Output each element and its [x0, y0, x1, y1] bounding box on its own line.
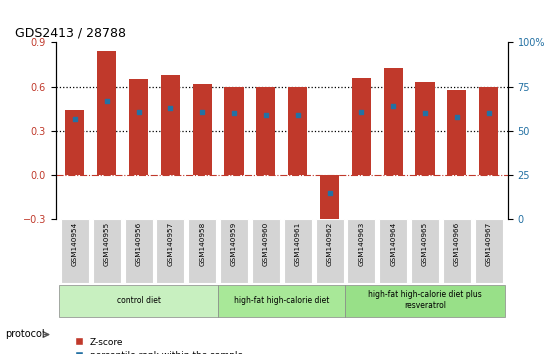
- Bar: [252, 219, 280, 283]
- Text: GSM140957: GSM140957: [167, 221, 174, 266]
- Bar: [283, 219, 312, 283]
- Bar: [218, 285, 345, 317]
- Bar: [345, 285, 504, 317]
- Text: GDS2413 / 28788: GDS2413 / 28788: [15, 27, 126, 40]
- Bar: [443, 219, 471, 283]
- Text: protocol: protocol: [6, 329, 45, 339]
- Bar: [61, 219, 89, 283]
- Text: GSM140958: GSM140958: [199, 221, 205, 266]
- Point: [198, 109, 206, 114]
- Bar: [379, 219, 407, 283]
- Text: GSM140961: GSM140961: [295, 221, 301, 266]
- Bar: [348, 219, 376, 283]
- Text: GSM140966: GSM140966: [454, 221, 460, 266]
- Text: GSM140962: GSM140962: [326, 221, 333, 266]
- Point: [389, 103, 398, 109]
- Bar: [352, 78, 371, 175]
- Bar: [256, 87, 276, 175]
- Bar: [475, 219, 503, 283]
- Bar: [411, 219, 439, 283]
- Bar: [124, 219, 152, 283]
- Bar: [93, 219, 121, 283]
- Point: [134, 109, 143, 114]
- Bar: [161, 75, 180, 175]
- Bar: [320, 175, 339, 224]
- Point: [421, 110, 430, 116]
- Bar: [129, 79, 148, 175]
- Point: [70, 116, 79, 121]
- Point: [357, 109, 366, 114]
- Text: GSM140967: GSM140967: [485, 221, 492, 266]
- Bar: [156, 219, 184, 283]
- Bar: [97, 51, 116, 175]
- Point: [453, 114, 461, 120]
- Bar: [448, 90, 466, 175]
- Text: GSM140965: GSM140965: [422, 221, 428, 266]
- Bar: [288, 87, 307, 175]
- Text: high-fat high-calorie diet plus
resveratrol: high-fat high-calorie diet plus resverat…: [368, 291, 482, 310]
- Text: high-fat high-calorie diet: high-fat high-calorie diet: [234, 296, 329, 305]
- Point: [166, 105, 175, 111]
- Bar: [315, 219, 344, 283]
- Text: control diet: control diet: [117, 296, 161, 305]
- Bar: [59, 285, 218, 317]
- Point: [325, 190, 334, 196]
- Bar: [188, 219, 216, 283]
- Point: [484, 110, 493, 116]
- Bar: [193, 84, 212, 175]
- Bar: [384, 68, 403, 175]
- Bar: [479, 87, 498, 175]
- Point: [102, 98, 111, 104]
- Bar: [65, 110, 84, 175]
- Point: [294, 112, 302, 118]
- Text: GSM140956: GSM140956: [136, 221, 142, 266]
- Text: GSM140960: GSM140960: [263, 221, 269, 266]
- Point: [229, 110, 238, 116]
- Text: GSM140963: GSM140963: [358, 221, 364, 266]
- Text: GSM140954: GSM140954: [72, 221, 78, 266]
- Text: GSM140955: GSM140955: [104, 221, 110, 266]
- Legend: Z-score, percentile rank within the sample: Z-score, percentile rank within the samp…: [71, 334, 246, 354]
- Text: GSM140959: GSM140959: [231, 221, 237, 266]
- Bar: [220, 219, 248, 283]
- Bar: [224, 87, 244, 175]
- Text: GSM140964: GSM140964: [390, 221, 396, 266]
- Point: [261, 112, 270, 118]
- Bar: [416, 82, 435, 175]
